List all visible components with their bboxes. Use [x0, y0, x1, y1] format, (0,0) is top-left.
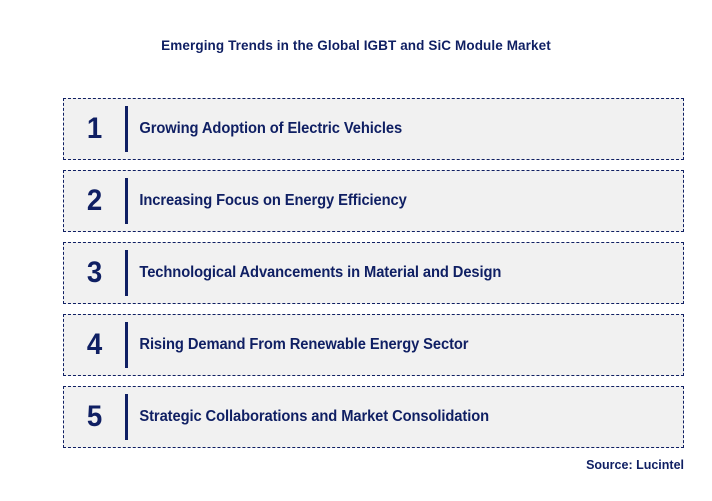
list-item[interactable]: 4 Rising Demand From Renewable Energy Se…	[63, 314, 684, 376]
vertical-divider	[125, 322, 128, 368]
trend-label: Technological Advancements in Material a…	[139, 264, 502, 281]
trend-label: Growing Adoption of Electric Vehicles	[139, 120, 403, 137]
vertical-divider	[125, 106, 128, 152]
trend-number: 4	[86, 328, 103, 361]
list-item[interactable]: 1 Growing Adoption of Electric Vehicles	[63, 98, 684, 160]
trend-number: 3	[86, 256, 103, 289]
trend-label: Strategic Collaborations and Market Cons…	[139, 408, 490, 425]
list-item[interactable]: 2 Increasing Focus on Energy Efficiency	[63, 170, 684, 232]
source-attribution: Source: Lucintel	[586, 458, 684, 472]
trend-number: 5	[86, 400, 103, 433]
page-title: Emerging Trends in the Global IGBT and S…	[161, 38, 551, 53]
trend-label: Increasing Focus on Energy Efficiency	[139, 192, 407, 209]
list-item[interactable]: 5 Strategic Collaborations and Market Co…	[63, 386, 684, 448]
trend-list: 1 Growing Adoption of Electric Vehicles …	[63, 98, 684, 458]
vertical-divider	[125, 178, 128, 224]
trend-number: 1	[86, 112, 103, 145]
vertical-divider	[125, 250, 128, 296]
list-item[interactable]: 3 Technological Advancements in Material…	[63, 242, 684, 304]
trend-number: 2	[86, 184, 103, 217]
vertical-divider	[125, 394, 128, 440]
trend-label: Rising Demand From Renewable Energy Sect…	[139, 336, 469, 353]
